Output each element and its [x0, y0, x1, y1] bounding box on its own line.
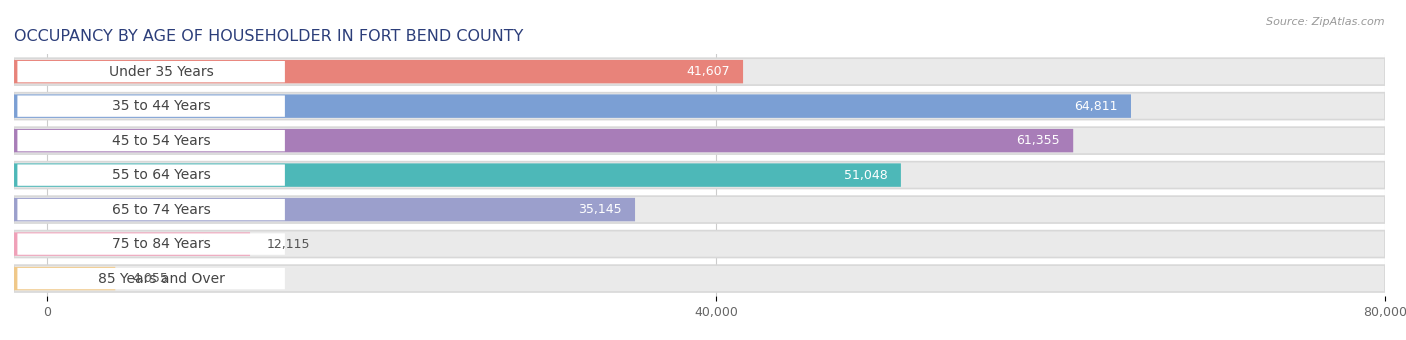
Text: 41,607: 41,607 — [686, 65, 730, 78]
Text: Under 35 Years: Under 35 Years — [108, 65, 214, 79]
FancyBboxPatch shape — [14, 129, 1073, 152]
FancyBboxPatch shape — [14, 198, 636, 221]
Text: 85 Years and Over: 85 Years and Over — [98, 272, 225, 286]
FancyBboxPatch shape — [14, 232, 250, 256]
FancyBboxPatch shape — [14, 58, 1385, 85]
Text: 12,115: 12,115 — [267, 238, 311, 251]
FancyBboxPatch shape — [17, 268, 285, 289]
FancyBboxPatch shape — [14, 231, 1385, 257]
FancyBboxPatch shape — [17, 61, 285, 82]
Text: 35,145: 35,145 — [578, 203, 621, 216]
FancyBboxPatch shape — [14, 196, 1385, 223]
FancyBboxPatch shape — [14, 95, 1130, 118]
Text: 35 to 44 Years: 35 to 44 Years — [112, 99, 211, 113]
FancyBboxPatch shape — [14, 93, 1385, 120]
FancyBboxPatch shape — [17, 165, 285, 186]
Text: 61,355: 61,355 — [1017, 134, 1060, 147]
Text: 64,811: 64,811 — [1074, 100, 1118, 113]
FancyBboxPatch shape — [14, 127, 1385, 154]
Text: 4,055: 4,055 — [132, 272, 167, 285]
FancyBboxPatch shape — [17, 233, 285, 255]
FancyBboxPatch shape — [14, 164, 901, 187]
FancyBboxPatch shape — [14, 60, 742, 83]
Text: 51,048: 51,048 — [844, 169, 887, 182]
Text: 45 to 54 Years: 45 to 54 Years — [112, 134, 211, 148]
Text: 55 to 64 Years: 55 to 64 Years — [112, 168, 211, 182]
FancyBboxPatch shape — [14, 162, 1385, 189]
Text: Source: ZipAtlas.com: Source: ZipAtlas.com — [1267, 17, 1385, 27]
FancyBboxPatch shape — [17, 130, 285, 151]
FancyBboxPatch shape — [17, 199, 285, 220]
FancyBboxPatch shape — [17, 96, 285, 117]
FancyBboxPatch shape — [14, 267, 115, 290]
Text: OCCUPANCY BY AGE OF HOUSEHOLDER IN FORT BEND COUNTY: OCCUPANCY BY AGE OF HOUSEHOLDER IN FORT … — [14, 29, 523, 44]
Text: 75 to 84 Years: 75 to 84 Years — [112, 237, 211, 251]
Text: 65 to 74 Years: 65 to 74 Years — [112, 203, 211, 217]
FancyBboxPatch shape — [14, 265, 1385, 292]
